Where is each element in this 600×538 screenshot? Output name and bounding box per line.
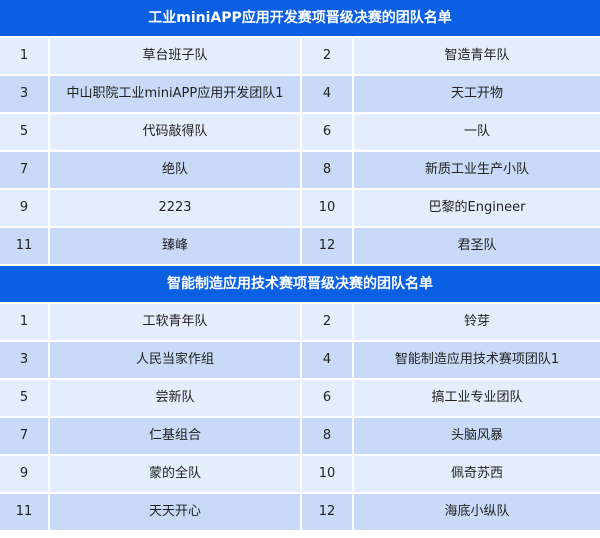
rank-cell: 7 — [0, 418, 48, 454]
team-name-cell: 蒙的全队 — [50, 456, 300, 492]
team-name-cell: 代码敲得队 — [50, 114, 300, 150]
rank-cell: 8 — [302, 418, 352, 454]
team-name-cell: 中山职院工业miniAPP应用开发团队1 — [50, 76, 300, 112]
team-name-cell: 海底小纵队 — [354, 494, 600, 530]
team-name-cell: 铃芽 — [354, 304, 600, 340]
rank-cell: 2 — [302, 304, 352, 340]
team-name-cell: 君圣队 — [354, 228, 600, 264]
rank-cell: 1 — [0, 38, 48, 74]
rank-cell: 9 — [0, 456, 48, 492]
team-name-cell: 绝队 — [50, 152, 300, 188]
team-table: 1 草台班子队 2 智造青年队 3 中山职院工业miniAPP应用开发团队1 4 天工开物 5 代… — [0, 36, 600, 264]
rank-cell: 11 — [0, 228, 48, 264]
team-name-cell: 天天开心 — [50, 494, 300, 530]
team-name-cell: 智能制造应用技术赛项团队1 — [354, 342, 600, 378]
team-name-cell: 草台班子队 — [50, 38, 300, 74]
section-title: 工业miniAPP应用开发赛项晋级决赛的团队名单 — [0, 0, 600, 36]
rank-cell: 11 — [0, 494, 48, 530]
team-name-cell: 巴黎的Engineer — [354, 190, 600, 226]
rank-cell: 3 — [0, 76, 48, 112]
team-name-cell: 臻峰 — [50, 228, 300, 264]
team-list-section: 工业miniAPP应用开发赛项晋级决赛的团队名单 1 草台班子队 2 智造青年队 3 中山职… — [0, 0, 600, 264]
team-name-cell: 新质工业生产小队 — [354, 152, 600, 188]
rank-cell: 4 — [302, 76, 352, 112]
rank-cell: 8 — [302, 152, 352, 188]
team-table: 1 工软青年队 2 铃芽 3 人民当家作组 4 智能制造应用技术赛项团队1 5 尝新队 6 搞工业专业… — [0, 302, 600, 530]
rank-cell: 12 — [302, 494, 352, 530]
team-name-cell: 2223 — [50, 190, 300, 226]
rank-cell: 5 — [0, 114, 48, 150]
rank-cell: 12 — [302, 228, 352, 264]
section-title: 智能制造应用技术赛项晋级决赛的团队名单 — [0, 266, 600, 302]
rank-cell: 7 — [0, 152, 48, 188]
team-name-cell: 头脑风暴 — [354, 418, 600, 454]
rank-cell: 6 — [302, 380, 352, 416]
team-name-cell: 佩奇苏西 — [354, 456, 600, 492]
rank-cell: 5 — [0, 380, 48, 416]
team-name-cell: 尝新队 — [50, 380, 300, 416]
rank-cell: 2 — [302, 38, 352, 74]
team-name-cell: 仁基组合 — [50, 418, 300, 454]
team-name-cell: 工软青年队 — [50, 304, 300, 340]
rank-cell: 6 — [302, 114, 352, 150]
rank-cell: 1 — [0, 304, 48, 340]
rank-cell: 10 — [302, 456, 352, 492]
rank-cell: 3 — [0, 342, 48, 378]
team-name-cell: 人民当家作组 — [50, 342, 300, 378]
team-name-cell: 智造青年队 — [354, 38, 600, 74]
rank-cell: 4 — [302, 342, 352, 378]
rank-cell: 9 — [0, 190, 48, 226]
team-list-section: 智能制造应用技术赛项晋级决赛的团队名单 1 工软青年队 2 铃芽 3 人民当家作组 4 智能制造… — [0, 264, 600, 530]
team-name-cell: 天工开物 — [354, 76, 600, 112]
rank-cell: 10 — [302, 190, 352, 226]
team-name-cell: 一队 — [354, 114, 600, 150]
team-name-cell: 搞工业专业团队 — [354, 380, 600, 416]
